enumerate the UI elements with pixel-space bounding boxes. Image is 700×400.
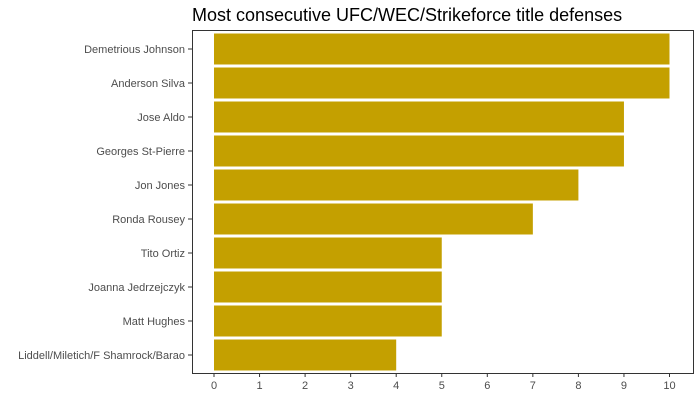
x-axis: 0 1 2 3 4 5 6 7 8 9 10: [211, 373, 676, 392]
bar: [214, 169, 579, 201]
bar: [214, 101, 624, 133]
x-tick-label: 10: [663, 380, 675, 392]
y-axis: Demetrious Johnson Anderson Silva Jose Ald…: [18, 44, 192, 362]
category-label: Ronda Rousey: [112, 214, 185, 226]
category-label: Georges St-Pierre: [96, 146, 185, 158]
x-tick-label: 5: [439, 380, 445, 392]
plot-panel: [192, 30, 694, 374]
x-tick-label: 9: [621, 380, 627, 392]
bar: [214, 305, 442, 337]
x-tick-label: 0: [211, 380, 217, 392]
category-label: Joanna Jedrzejczyk: [88, 282, 185, 294]
category-label: Anderson Silva: [111, 78, 186, 90]
x-tick-label: 3: [348, 380, 354, 392]
bar: [214, 237, 442, 269]
category-label: Jon Jones: [135, 180, 186, 192]
bar: [214, 203, 533, 235]
chart-title: Most consecutive UFC/WEC/Strikeforce tit…: [192, 5, 622, 25]
category-label: Matt Hughes: [123, 316, 186, 328]
bar: [214, 135, 624, 167]
category-label: Jose Aldo: [137, 112, 185, 124]
x-tick-label: 6: [484, 380, 490, 392]
x-tick-label: 1: [256, 380, 262, 392]
bar: [214, 67, 670, 99]
bar: [214, 271, 442, 303]
category-label: Liddell/Miletich/F Shamrock/Barao: [18, 350, 185, 362]
x-tick-label: 7: [530, 380, 536, 392]
category-label: Demetrious Johnson: [84, 44, 185, 56]
x-tick-label: 4: [393, 380, 399, 392]
bars-group: [214, 33, 670, 371]
category-label: Tito Ortiz: [141, 248, 185, 260]
bar: [214, 33, 670, 65]
x-tick-label: 8: [575, 380, 581, 392]
x-tick-label: 2: [302, 380, 308, 392]
bar: [214, 339, 397, 371]
